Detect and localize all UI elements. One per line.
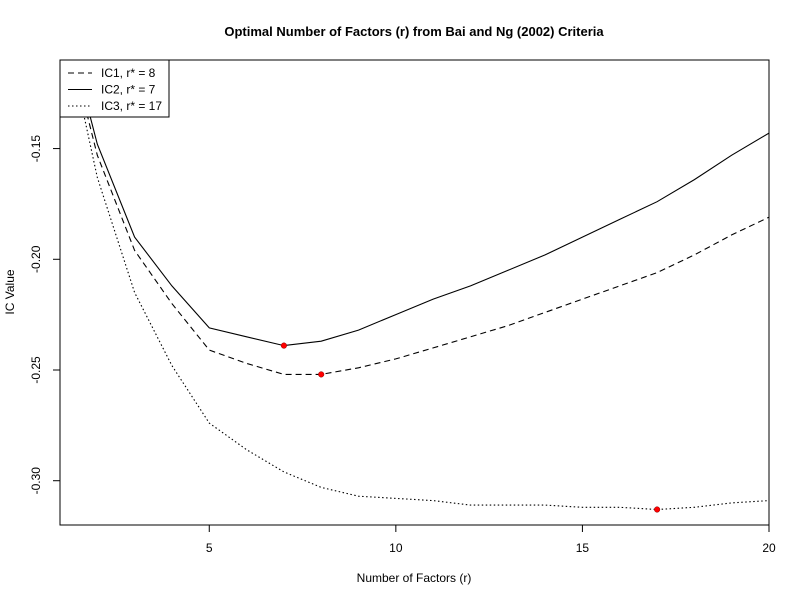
y-tick-label: -0.15 [29,135,43,163]
optimum-markers [280,342,661,513]
axes: 5 10 15 20 -0.15 -0.20 -0.25 -0.30 [29,135,776,555]
x-tick-label: 20 [762,541,776,555]
legend-box [59,59,170,118]
x-tick-label: 10 [389,541,403,555]
series-line-ic1 [72,60,769,375]
legend-label-ic1: IC1, r* = 8 [101,66,156,80]
series-line-ic2 [74,60,769,347]
x-tick-label: 5 [206,541,213,555]
legend-label-ic2: IC2, r* = 7 [101,83,156,97]
x-axis-label: Number of Factors (r) [357,571,472,585]
series-line-ic3 [71,60,769,511]
legend-label-ic3: IC3, r* = 17 [101,99,162,113]
optimum-point-ic2 [280,342,287,349]
y-tick-label: -0.20 [29,245,43,273]
optimum-point-ic1 [318,371,325,378]
series-layer [71,60,769,511]
y-axis-label: IC Value [3,269,17,314]
legend: IC1, r* = 8 IC2, r* = 7 IC3, r* = 17 [59,59,170,118]
plot-frame [59,59,770,526]
chart-title: Optimal Number of Factors (r) from Bai a… [224,24,604,39]
optimum-point-ic3 [654,506,661,513]
y-tick-label: -0.25 [29,356,43,384]
x-tick-label: 15 [576,541,590,555]
y-tick-label: -0.30 [29,467,43,495]
